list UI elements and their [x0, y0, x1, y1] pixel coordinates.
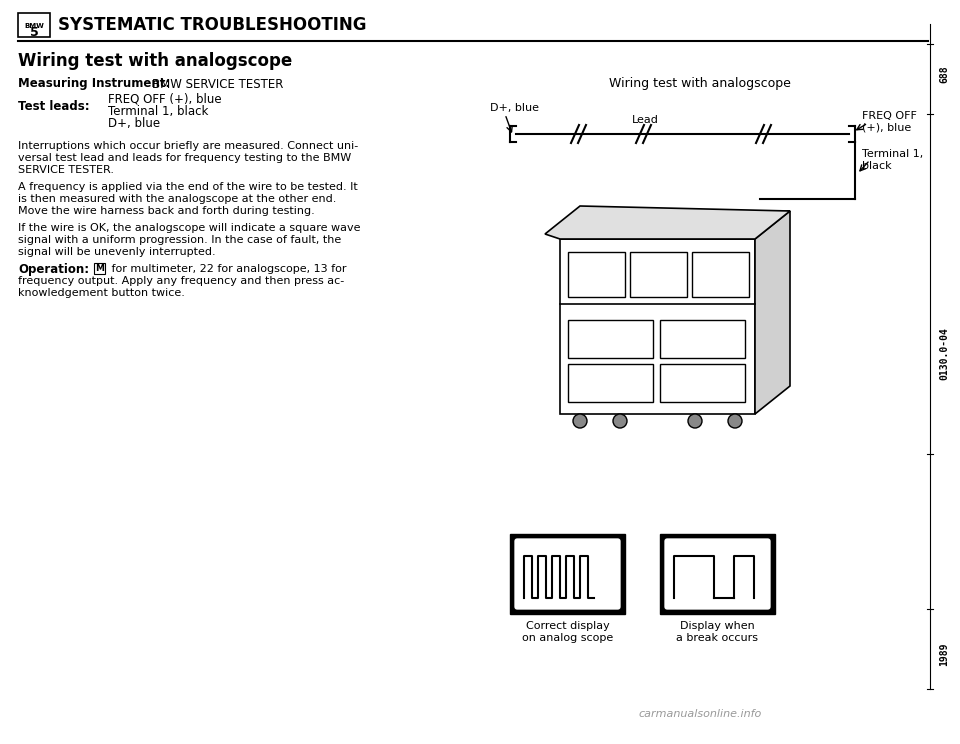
Bar — [18, 13, 50, 37]
Text: on analog scope: on analog scope — [522, 633, 613, 643]
Bar — [560, 239, 755, 414]
Polygon shape — [545, 206, 790, 239]
Text: a break occurs: a break occurs — [677, 633, 758, 643]
Text: frequency output. Apply any frequency and then press ac-: frequency output. Apply any frequency an… — [18, 276, 345, 286]
FancyBboxPatch shape — [514, 538, 621, 610]
Text: Measuring Instrument:: Measuring Instrument: — [18, 77, 170, 91]
Text: FREQ OFF: FREQ OFF — [862, 111, 917, 121]
Text: FREQ OFF (+), blue: FREQ OFF (+), blue — [108, 92, 222, 106]
Bar — [568, 364, 653, 402]
Bar — [510, 534, 625, 614]
Text: 688: 688 — [939, 65, 949, 83]
Text: If the wire is OK, the analogscope will indicate a square wave: If the wire is OK, the analogscope will … — [18, 223, 361, 233]
Text: signal with a uniform progression. In the case of fault, the: signal with a uniform progression. In th… — [18, 235, 341, 245]
Text: black: black — [862, 161, 892, 171]
Circle shape — [613, 414, 627, 428]
Text: Wiring test with analogscope: Wiring test with analogscope — [18, 52, 292, 70]
Text: M: M — [95, 264, 104, 273]
Bar — [660, 364, 745, 402]
Text: SYSTEMATIC TROUBLESHOOTING: SYSTEMATIC TROUBLESHOOTING — [58, 16, 367, 34]
Bar — [692, 252, 749, 297]
Text: Correct display: Correct display — [526, 621, 610, 631]
Text: Move the wire harness back and forth during testing.: Move the wire harness back and forth dur… — [18, 206, 315, 216]
Text: signal will be unevenly interrupted.: signal will be unevenly interrupted. — [18, 247, 216, 257]
Polygon shape — [755, 211, 790, 414]
Text: Terminal 1,: Terminal 1, — [862, 149, 924, 159]
Text: D+, blue: D+, blue — [490, 103, 539, 113]
Text: Operation:: Operation: — [18, 263, 89, 275]
Text: for multimeter, 22 for analogscope, 13 for: for multimeter, 22 for analogscope, 13 f… — [108, 264, 347, 274]
Circle shape — [688, 414, 702, 428]
Text: Interruptions which occur briefly are measured. Connect uni-: Interruptions which occur briefly are me… — [18, 141, 358, 151]
Text: Display when: Display when — [680, 621, 755, 631]
Text: BMW SERVICE TESTER: BMW SERVICE TESTER — [152, 77, 283, 91]
Text: SERVICE TESTER.: SERVICE TESTER. — [18, 165, 114, 175]
Bar — [660, 320, 745, 358]
Text: D+, blue: D+, blue — [108, 117, 160, 129]
Text: Test leads:: Test leads: — [18, 100, 89, 112]
Text: versal test lead and leads for frequency testing to the BMW: versal test lead and leads for frequency… — [18, 153, 351, 163]
Text: A frequency is applied via the end of the wire to be tested. It: A frequency is applied via the end of th… — [18, 182, 358, 192]
Circle shape — [573, 414, 587, 428]
FancyBboxPatch shape — [664, 538, 771, 610]
Polygon shape — [560, 211, 790, 239]
Text: BMW: BMW — [24, 23, 44, 29]
Bar — [94, 263, 105, 274]
Text: 1989: 1989 — [939, 642, 949, 666]
Bar — [568, 252, 625, 297]
Text: carmanualsonline.info: carmanualsonline.info — [638, 709, 761, 719]
Text: 0130.0-04: 0130.0-04 — [939, 327, 949, 380]
Text: is then measured with the analogscope at the other end.: is then measured with the analogscope at… — [18, 194, 336, 204]
Text: (+), blue: (+), blue — [862, 122, 911, 132]
Text: knowledgement button twice.: knowledgement button twice. — [18, 288, 185, 298]
Text: Wiring test with analogscope: Wiring test with analogscope — [609, 77, 791, 91]
Text: 5: 5 — [30, 25, 38, 39]
Circle shape — [728, 414, 742, 428]
Bar — [568, 320, 653, 358]
Bar — [630, 252, 687, 297]
Text: Lead: Lead — [632, 115, 659, 125]
Text: Terminal 1, black: Terminal 1, black — [108, 104, 208, 118]
Bar — [660, 534, 775, 614]
